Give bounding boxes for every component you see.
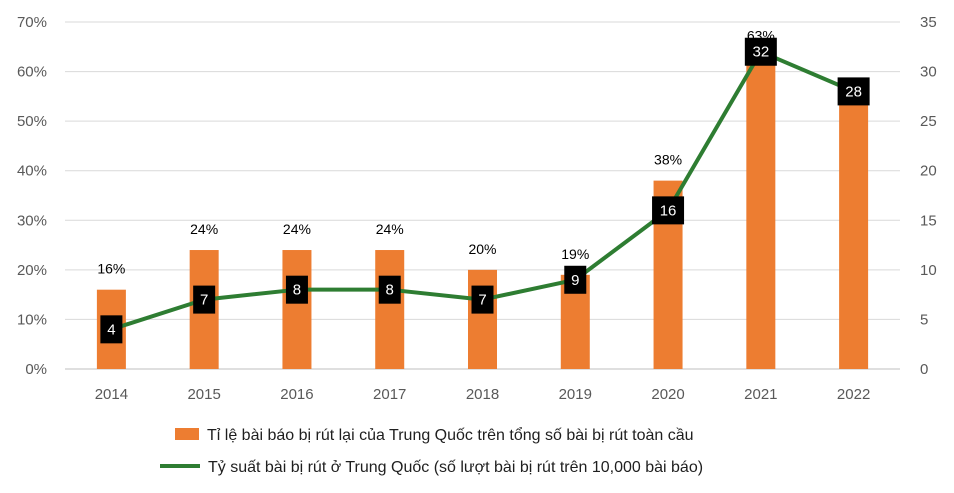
right-tick-label: 10 bbox=[920, 262, 937, 279]
bar-data-label: 20% bbox=[468, 241, 496, 257]
point-label: 9 bbox=[571, 272, 579, 289]
point-label-box bbox=[564, 265, 587, 294]
x-tick-label: 2018 bbox=[466, 386, 499, 403]
point-label-box bbox=[837, 77, 870, 106]
legend-entry-line: Tỷ suất bài bị rút ở Trung Quốc (số lượt… bbox=[208, 459, 703, 476]
point-label: 7 bbox=[200, 292, 208, 309]
bar bbox=[839, 86, 869, 369]
bar-data-labels: 16%24% 24% 24%20% 19%38%63% bbox=[97, 28, 774, 277]
right-tick-label: 25 bbox=[920, 113, 937, 130]
point-label-box bbox=[193, 285, 216, 314]
legend: Tỉ lệ bài báo bị rút lại của Trung Quốc … bbox=[160, 426, 703, 476]
line-series: 4 7 8 8 7 9 16 32 28 bbox=[100, 37, 870, 344]
point-label: 16 bbox=[660, 202, 677, 219]
right-tick-label: 5 bbox=[920, 311, 928, 328]
point-label: 8 bbox=[386, 282, 394, 299]
left-tick-label: 20% bbox=[17, 262, 47, 279]
right-tick-label: 30 bbox=[920, 64, 937, 81]
bar-data-label: 19% bbox=[561, 246, 589, 262]
x-tick-label: 2021 bbox=[744, 386, 777, 403]
x-tick-label: 2022 bbox=[837, 386, 870, 403]
bar-data-label: 16% bbox=[97, 261, 125, 277]
bar bbox=[746, 56, 776, 369]
bar bbox=[375, 250, 405, 369]
left-tick-label: 30% bbox=[17, 212, 47, 229]
left-tick-label: 0% bbox=[25, 361, 47, 378]
right-axis-ticks: 0 5 10 15 20 25 30 35 bbox=[920, 14, 937, 378]
x-tick-label: 2017 bbox=[373, 386, 406, 403]
left-tick-label: 50% bbox=[17, 113, 47, 130]
bar-data-label: 24% bbox=[190, 221, 218, 237]
left-axis-ticks: 0% 10% 20% 30% 40% 50% 60% 70% bbox=[17, 14, 47, 378]
left-tick-label: 70% bbox=[17, 14, 47, 31]
point-label: 4 bbox=[107, 321, 115, 338]
point-label: 7 bbox=[478, 292, 486, 309]
right-tick-label: 0 bbox=[920, 361, 928, 378]
point-label-box bbox=[744, 37, 777, 66]
right-tick-label: 20 bbox=[920, 163, 937, 180]
point-label: 28 bbox=[845, 83, 862, 100]
left-tick-label: 40% bbox=[17, 163, 47, 180]
point-label: 32 bbox=[752, 44, 769, 61]
point-label-box bbox=[471, 285, 494, 314]
x-tick-label: 2014 bbox=[95, 386, 128, 403]
right-tick-label: 15 bbox=[920, 212, 937, 229]
x-tick-label: 2020 bbox=[651, 386, 684, 403]
point-label-box bbox=[652, 196, 685, 225]
x-axis-ticks: 2014 2015 2016 2017 2018 2019 2020 2021 2022 bbox=[95, 386, 871, 403]
bar-data-label: 24% bbox=[283, 221, 311, 237]
point-label-box bbox=[285, 275, 308, 304]
point-label-box bbox=[378, 275, 401, 304]
bar bbox=[282, 250, 312, 369]
bar bbox=[468, 269, 497, 369]
right-tick-label: 35 bbox=[920, 14, 937, 31]
legend-swatch-bar bbox=[175, 428, 199, 440]
point-label-box bbox=[100, 315, 123, 344]
bar-data-label: 38% bbox=[654, 152, 682, 168]
left-tick-label: 10% bbox=[17, 311, 47, 328]
point-label: 8 bbox=[293, 282, 301, 299]
bar-data-label: 24% bbox=[376, 221, 404, 237]
bar-series bbox=[96, 56, 869, 369]
x-tick-label: 2015 bbox=[187, 386, 220, 403]
x-tick-label: 2019 bbox=[559, 386, 592, 403]
x-tick-label: 2016 bbox=[280, 386, 313, 403]
legend-entry-bar: Tỉ lệ bài báo bị rút lại của Trung Quốc … bbox=[207, 426, 694, 444]
left-tick-label: 60% bbox=[17, 64, 47, 81]
